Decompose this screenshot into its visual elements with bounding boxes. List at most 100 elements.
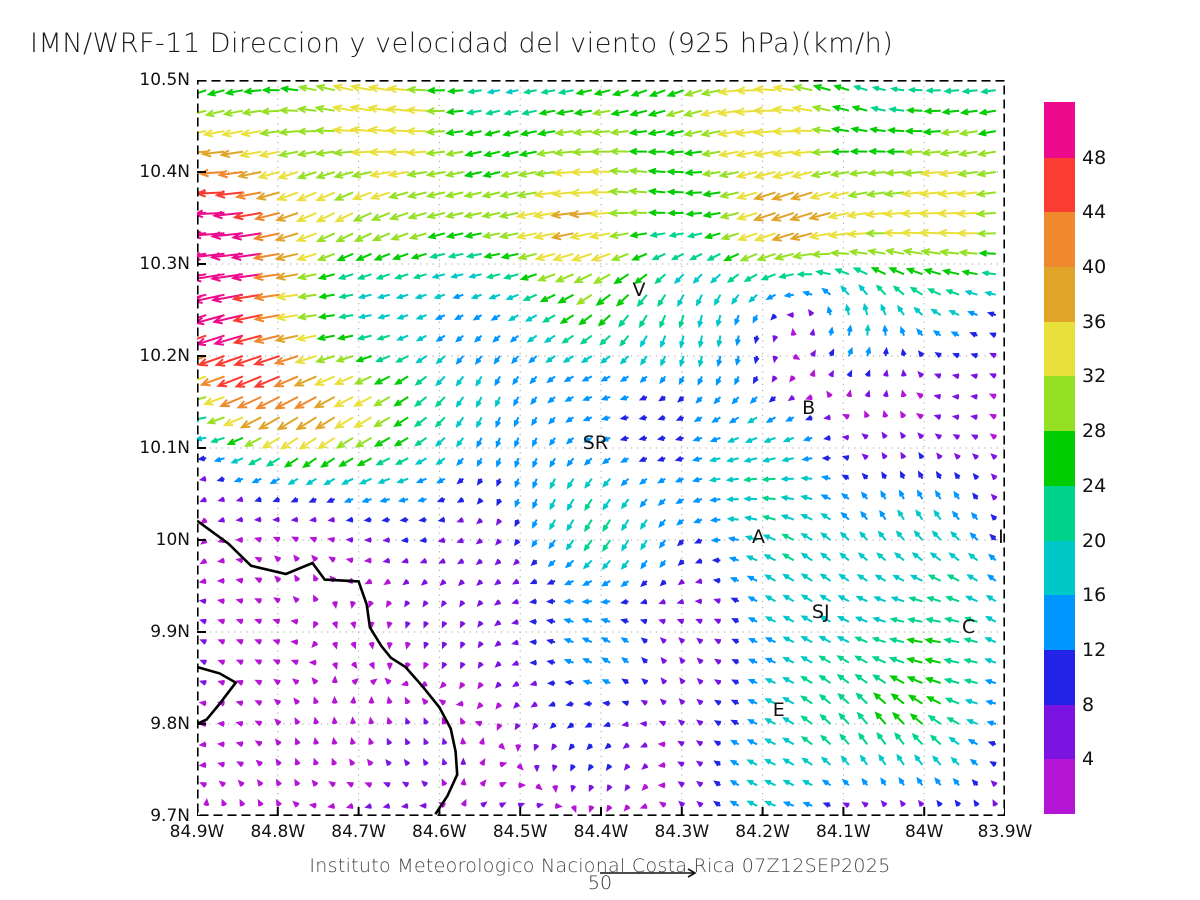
wind-vector-head xyxy=(543,336,551,344)
wind-vector-head xyxy=(818,615,826,622)
wind-vector-head xyxy=(582,415,590,422)
wind-vector xyxy=(353,191,372,200)
wind-vector xyxy=(369,106,390,112)
wind-vector-head xyxy=(221,798,228,807)
wind-vector-head xyxy=(569,188,580,198)
wind-vector-head xyxy=(654,277,662,285)
wind-vector xyxy=(375,375,391,385)
wind-vector xyxy=(959,150,978,156)
footer-credit: Instituto Meteorologico Nacional Costa R… xyxy=(309,855,891,877)
wind-vector-head xyxy=(532,231,544,241)
wind-vector-head xyxy=(533,189,544,199)
wind-vector-head xyxy=(970,414,978,421)
wind-vector-head xyxy=(620,563,628,571)
wind-vector-head xyxy=(444,149,455,157)
wind-vector-head xyxy=(870,105,879,113)
wind-vector-head xyxy=(414,379,422,386)
y-axis-tick-10.2N: 10.2N xyxy=(139,346,190,366)
wind-vector xyxy=(282,87,299,92)
wind-vector xyxy=(219,171,244,176)
wind-vector-head xyxy=(548,701,556,707)
wind-vector-head xyxy=(892,285,900,292)
wind-vector-head xyxy=(463,231,473,239)
wind-vector-head xyxy=(727,536,736,543)
wind-vector xyxy=(483,191,501,198)
wind-vector-head xyxy=(457,579,465,587)
wind-vector-head xyxy=(602,480,609,488)
wind-vector-head xyxy=(937,169,949,178)
wind-vector-head xyxy=(706,254,715,261)
wind-vector-head xyxy=(222,108,233,117)
wind-vector xyxy=(351,106,372,112)
wind-vector-head xyxy=(566,482,573,490)
wind-vector xyxy=(773,130,794,133)
colorbar-tick-24: 24 xyxy=(1082,474,1107,497)
wind-vector xyxy=(214,314,244,323)
wind-vector-head xyxy=(526,336,534,343)
wind-vector xyxy=(299,86,317,92)
wind-vector xyxy=(197,273,207,277)
wind-vector-head xyxy=(564,561,572,569)
wind-vector-head xyxy=(400,680,409,687)
wind-vector-head xyxy=(290,516,299,523)
wind-vector xyxy=(255,334,280,343)
wind-vector-head xyxy=(434,314,443,320)
wind-vector-head xyxy=(435,335,443,342)
wind-vector-head xyxy=(898,489,905,497)
wind-vector-head xyxy=(551,168,563,178)
wind-vector xyxy=(285,457,299,468)
wind-vector xyxy=(389,171,409,176)
wind-vector xyxy=(773,232,795,241)
wind-vector-head xyxy=(438,558,446,564)
wind-vector xyxy=(355,375,372,385)
wind-vector-head xyxy=(666,168,675,176)
wind-vector-head xyxy=(484,109,493,116)
wind-vector-head xyxy=(391,253,401,261)
wind-vector xyxy=(197,150,207,154)
wind-vector-head xyxy=(849,147,859,156)
wind-vector-head xyxy=(850,126,859,134)
wind-vector xyxy=(518,191,537,197)
wind-vector-head xyxy=(880,303,886,311)
wind-vector-head xyxy=(459,621,466,629)
wind-vector-head xyxy=(515,210,526,220)
wind-vector-head xyxy=(557,296,567,304)
wind-vector-head xyxy=(940,128,950,137)
wind-vector-head xyxy=(810,170,821,179)
wind-vector-head xyxy=(368,737,375,745)
wind-vector xyxy=(772,211,795,221)
wind-vector-head xyxy=(399,516,408,523)
wind-vector-head xyxy=(808,191,820,200)
wind-vector-head xyxy=(254,496,262,503)
colorbar-tick-12: 12 xyxy=(1082,638,1107,661)
wind-vector-head xyxy=(640,699,648,706)
wind-vector-head xyxy=(752,149,764,159)
wind-vector xyxy=(357,355,372,362)
wind-vector-head xyxy=(296,149,307,158)
wind-vector-head xyxy=(292,595,300,603)
wind-vector-head xyxy=(639,598,648,605)
wind-vector xyxy=(197,334,225,346)
wind-vector-head xyxy=(237,170,248,180)
wind-vector-head xyxy=(427,232,437,240)
wind-vector-head xyxy=(563,376,571,383)
wind-vector-head xyxy=(964,289,972,296)
wind-vector-head xyxy=(336,334,346,341)
colorbar-tick-16: 16 xyxy=(1082,584,1107,607)
wind-vector-head xyxy=(747,658,756,665)
wind-vector-head xyxy=(385,126,397,135)
wind-vector-head xyxy=(199,496,207,503)
wind-vector xyxy=(372,211,391,221)
wind-vector-head xyxy=(872,616,880,623)
wind-vector xyxy=(446,171,464,177)
wind-vector-head xyxy=(909,713,918,721)
wind-vector-head xyxy=(197,358,209,367)
wind-vector-head xyxy=(810,126,821,134)
wind-vector-head xyxy=(731,618,739,624)
wind-vector-head xyxy=(875,284,883,292)
wind-vector-head xyxy=(368,662,375,670)
wind-vector-head xyxy=(345,536,354,543)
wind-vector-head xyxy=(780,475,788,482)
wind-vector-head xyxy=(633,277,642,285)
